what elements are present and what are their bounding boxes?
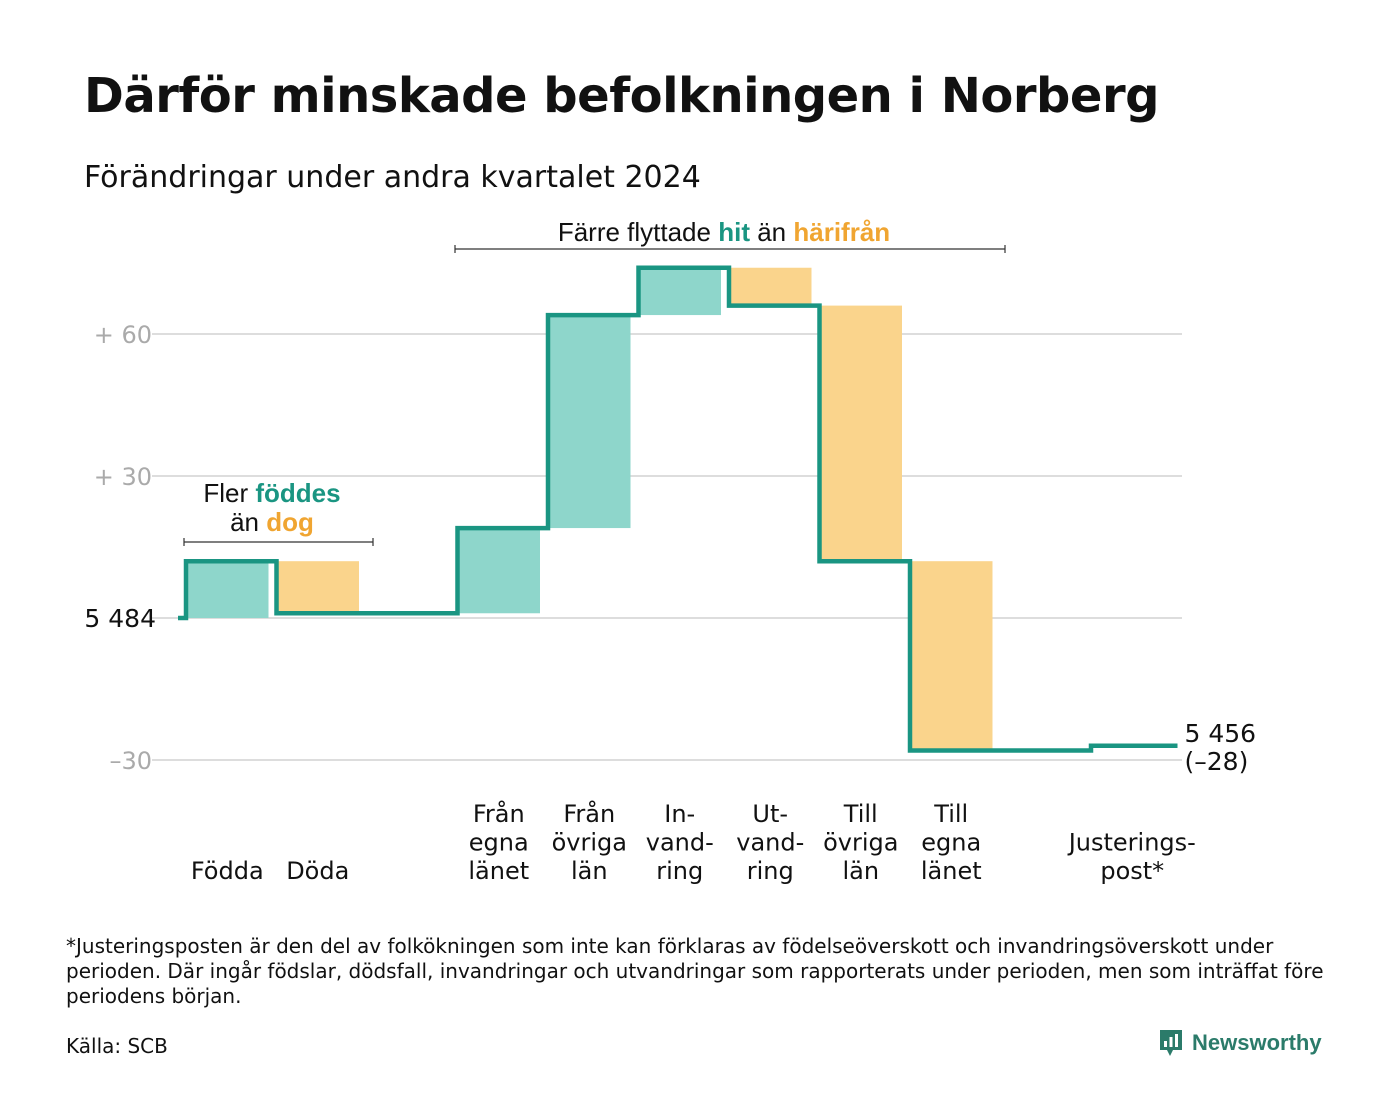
annotation-segment: än [230, 507, 266, 537]
category-label: län [842, 857, 879, 885]
bar [548, 315, 631, 529]
category-label: vand- [646, 829, 714, 857]
bar [819, 305, 902, 562]
category-label: Från [473, 799, 525, 828]
annotation-highlight: hit [718, 217, 750, 247]
y-tick-label: + 30 [94, 463, 152, 491]
annotation-segment: Fler [203, 478, 255, 508]
chart-subtitle: Förändringar under andra kvartalet 2024 [84, 160, 701, 195]
footnote: *Justeringsposten är den del av folkökni… [66, 934, 1324, 1008]
category-label: länet [921, 857, 982, 885]
category-label: ring [747, 857, 794, 885]
category-label: Till [843, 800, 878, 828]
brand-logo: Newsworthy [1158, 1028, 1322, 1058]
brand-name: Newsworthy [1192, 1030, 1322, 1055]
start-value-label: 5 484 [84, 604, 156, 633]
y-tick-label: –30 [109, 747, 152, 775]
category-label: länet [468, 857, 529, 885]
category-label: Från [563, 799, 615, 828]
bar [729, 267, 812, 306]
category-label: egna [921, 829, 981, 857]
category-label: ring [656, 857, 703, 885]
category-label: egna [469, 829, 529, 857]
category-label: Till [933, 800, 968, 828]
annotation-segment: än [750, 217, 793, 247]
annotation-text: Fler föddes [203, 478, 340, 508]
y-tick-label: + 60 [94, 321, 152, 349]
category-label: In- [664, 800, 695, 828]
bar [186, 561, 269, 618]
annotation-segment: Färre flyttade [558, 217, 718, 247]
bar [276, 561, 359, 614]
bar [638, 267, 721, 316]
annotation-text: än dog [230, 507, 314, 537]
bar [910, 561, 993, 751]
end-value-label: 5 456 [1185, 719, 1257, 748]
category-label: Ut- [752, 800, 788, 828]
category-label: övriga [823, 829, 898, 857]
chart-title: Därför minskade befolkningen i Norberg [84, 68, 1159, 124]
annotation-text: Färre flyttade hit än härifrån [558, 217, 890, 247]
cumulative-line [178, 265, 1178, 753]
annotation-highlight: härifrån [793, 217, 890, 247]
category-label: Döda [286, 857, 349, 885]
source-text: Källa: SCB [66, 1034, 168, 1058]
category-label: Födda [191, 857, 264, 885]
newsworthy-logo-icon [1160, 1030, 1182, 1056]
annotation-highlight: föddes [255, 478, 340, 508]
category-label: län [571, 857, 608, 885]
bar [457, 528, 540, 614]
category-label: vand- [736, 829, 804, 857]
end-value-label: (–28) [1185, 747, 1249, 776]
category-label: post* [1100, 857, 1164, 885]
category-label: Justerings- [1067, 829, 1196, 857]
category-label: övriga [552, 829, 627, 857]
annotation-highlight: dog [266, 507, 314, 537]
